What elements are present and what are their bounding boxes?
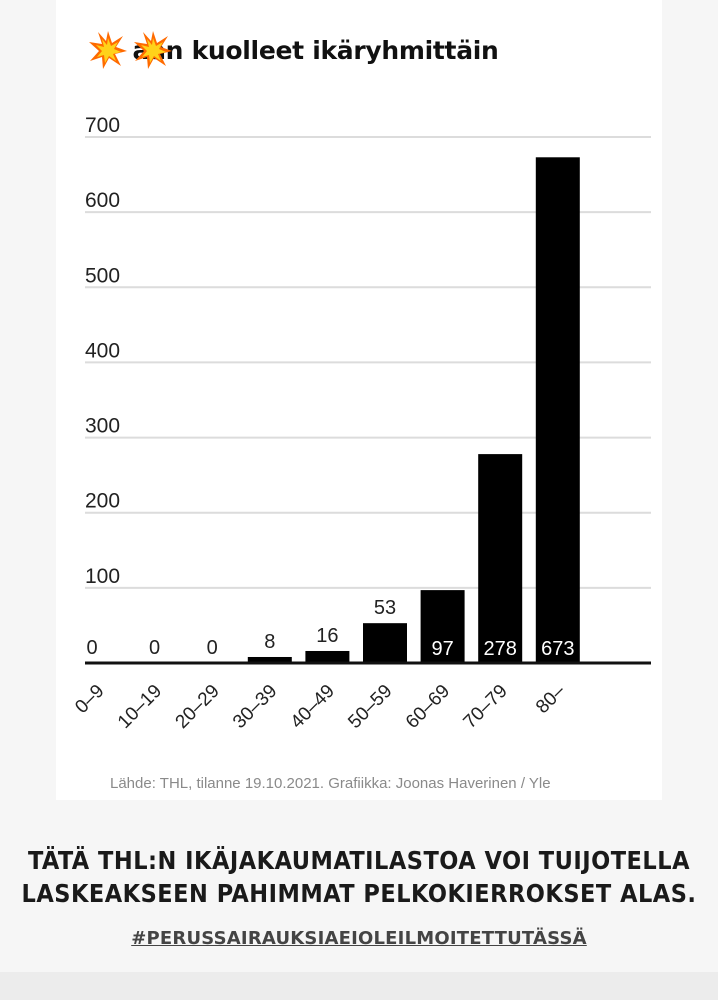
bar	[247, 656, 292, 663]
x-tick-label: 80–	[532, 680, 570, 718]
y-tick-label: 700	[85, 114, 120, 137]
bar	[305, 650, 350, 663]
y-tick-label: 500	[85, 264, 120, 287]
x-axis-ticks: 0–9 10–19 20–29 30–39 40–49 50–59 60–69 70–79 80…	[71, 680, 569, 733]
caption-line-2: laskeakseen pahimmat pelkokierrokset ala…	[21, 879, 697, 908]
x-tick-label: 40–49	[287, 681, 339, 733]
data-label: 97	[431, 638, 453, 660]
data-label: 8	[264, 631, 275, 653]
hashtag-link[interactable]: #perussairauksiaeioleilmoitettutässä	[131, 928, 587, 949]
data-label: 53	[374, 597, 396, 619]
x-tick-label: 0–9	[71, 681, 108, 718]
x-tick-label: 70–79	[460, 681, 512, 733]
bars	[247, 157, 580, 663]
bar	[478, 454, 523, 663]
data-label: 278	[484, 638, 517, 660]
y-axis-ticks: 100 200 300 400 500 600 700	[85, 114, 120, 588]
y-tick-label: 200	[85, 490, 120, 513]
data-label: 673	[541, 638, 574, 660]
data-label: 0	[149, 637, 160, 659]
collision-icon	[88, 30, 128, 70]
source-note: Lähde: THL, tilanne 19.10.2021. Grafiikk…	[110, 775, 551, 792]
collision-icon	[133, 30, 173, 70]
y-tick-label: 100	[85, 565, 120, 588]
x-tick-label: 30–39	[229, 681, 281, 733]
bar-chart: 100 200 300 400 500 600 700 0 0 0 8 16 53 97 278 673 0…	[71, 114, 651, 733]
y-tick-label: 600	[85, 189, 120, 212]
data-labels: 0 0 0 8 16 53 97 278 673	[86, 597, 574, 660]
bottom-bar	[0, 972, 718, 1000]
x-tick-label: 60–69	[402, 681, 454, 733]
bar	[420, 590, 465, 663]
x-tick-label: 50–59	[344, 681, 396, 733]
data-label: 0	[207, 637, 218, 659]
x-tick-label: 20–29	[172, 681, 224, 733]
chart-title: Koraan kuolleet ikäryhmittäin	[132, 36, 499, 65]
y-tick-label: 400	[85, 339, 120, 362]
caption-line-1: Tätä THL:n ikäjakaumatilastoa voi tuijot…	[28, 846, 690, 875]
bar	[363, 623, 407, 663]
data-label: 0	[86, 637, 97, 659]
y-tick-label: 300	[85, 415, 120, 438]
bar	[535, 157, 580, 663]
x-tick-label: 10–19	[114, 681, 166, 733]
data-label: 16	[316, 625, 338, 647]
